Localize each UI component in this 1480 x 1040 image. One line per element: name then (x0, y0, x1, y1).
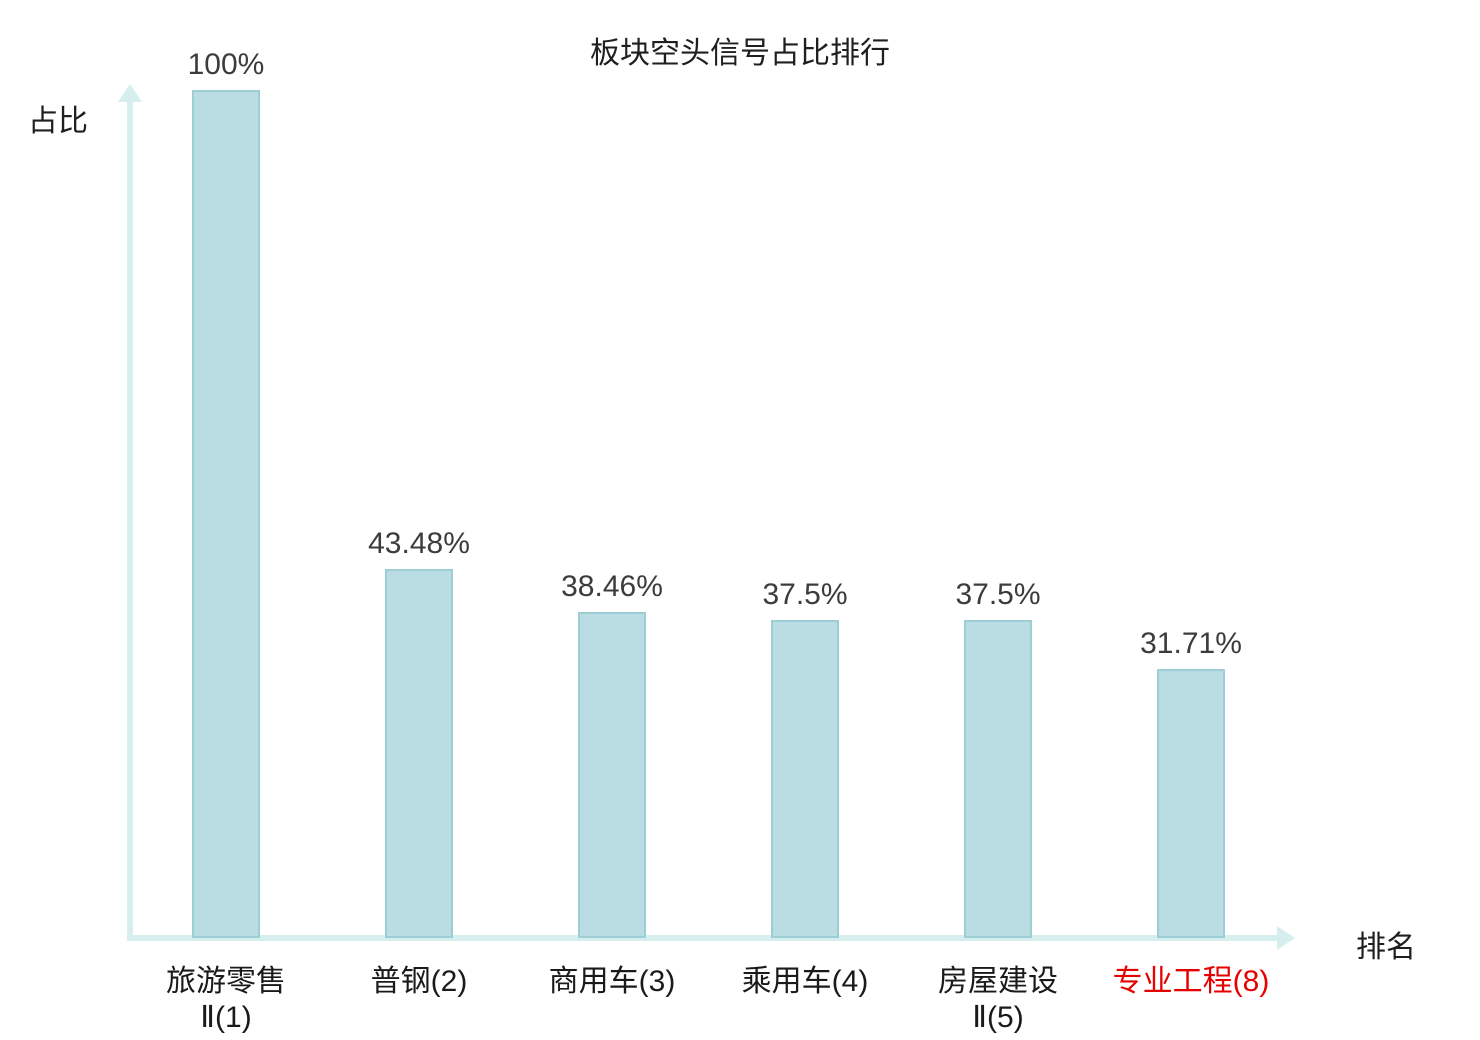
bar-category-label: 房屋建设 Ⅱ(5) (938, 965, 1058, 1034)
bar-value-label: 37.5% (762, 578, 848, 611)
bar (578, 612, 646, 938)
plot-area: 100% 旅游零售 Ⅱ(1) 43.48% 普钢(2) 38.46% 商用车(3) 37.5%… (130, 48, 1290, 1034)
bar-value-label: 31.71% (1140, 627, 1242, 660)
y-axis-line (127, 100, 133, 938)
y-axis-arrow-icon (118, 84, 142, 102)
bar-value-label: 100% (187, 48, 265, 81)
bar-value-label: 43.48% (368, 527, 470, 560)
x-axis-label: 排名 (1356, 931, 1416, 964)
bar-category-label: 商用车(3) (548, 965, 676, 998)
bar-category-label: 普钢(2) (370, 965, 468, 998)
bar (964, 620, 1032, 938)
y-axis-label: 占比 (28, 105, 88, 138)
bar-value-label: 38.46% (561, 570, 663, 603)
bar-value-label: 37.5% (955, 578, 1041, 611)
bar-category-label: 旅游零售 Ⅱ(1) (166, 965, 286, 1034)
bar (385, 569, 453, 938)
bar (192, 90, 260, 938)
x-axis-arrow-icon (1277, 926, 1295, 950)
bar-category-label: 专业工程(8) (1112, 965, 1270, 998)
bar-category-label: 乘用车(4) (741, 965, 869, 998)
x-axis-line (127, 935, 1277, 941)
bar (771, 620, 839, 938)
bar (1157, 669, 1225, 938)
chart-title: 板块空头信号占比排行 (590, 37, 890, 70)
